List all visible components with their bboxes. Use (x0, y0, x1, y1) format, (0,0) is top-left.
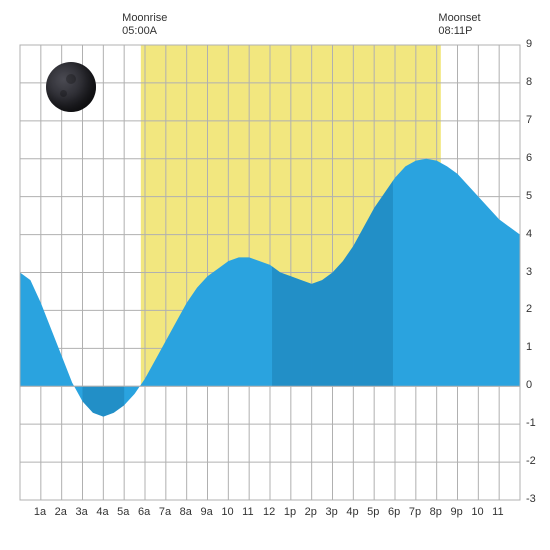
y-tick-label: 6 (526, 152, 532, 164)
x-tick-label: 10 (221, 506, 233, 518)
x-tick-label: 12 (263, 506, 275, 518)
y-tick-label: -1 (526, 417, 536, 429)
x-tick-label: 9a (201, 506, 213, 518)
y-tick-label: 2 (526, 303, 532, 315)
x-tick-label: 9p (451, 506, 463, 518)
x-tick-label: 1p (284, 506, 296, 518)
x-tick-label: 4p (346, 506, 358, 518)
x-tick-label: 8p (430, 506, 442, 518)
y-tick-label: -2 (526, 455, 536, 467)
y-tick-label: 7 (526, 114, 532, 126)
x-tick-label: 7p (409, 506, 421, 518)
x-tick-label: 11 (242, 506, 253, 518)
y-tick-label: 4 (526, 228, 532, 240)
x-tick-label: 7a (159, 506, 171, 518)
moonrise-label: Moonrise05:00A (122, 12, 167, 38)
moonrise-label-title: Moonrise (122, 12, 167, 25)
moon-icon (46, 62, 96, 112)
x-tick-label: 1a (34, 506, 46, 518)
x-tick-label: 2a (55, 506, 67, 518)
moonrise-label-time: 05:00A (122, 25, 167, 38)
y-tick-label: 3 (526, 266, 532, 278)
y-tick-label: -3 (526, 493, 536, 505)
x-tick-label: 5a (117, 506, 129, 518)
y-tick-label: 5 (526, 190, 532, 202)
x-tick-label: 10 (471, 506, 483, 518)
y-tick-label: 9 (526, 38, 532, 50)
moonset-label-time: 08:11P (438, 25, 480, 38)
x-tick-label: 3a (76, 506, 88, 518)
moonset-label: Moonset08:11P (438, 12, 480, 38)
x-tick-label: 4a (96, 506, 108, 518)
x-tick-label: 3p (326, 506, 338, 518)
x-tick-label: 8a (180, 506, 192, 518)
x-tick-label: 5p (367, 506, 379, 518)
x-tick-label: 6p (388, 506, 400, 518)
y-tick-label: 1 (526, 341, 532, 353)
x-tick-label: 11 (492, 506, 503, 518)
x-tick-label: 6a (138, 506, 150, 518)
y-tick-label: 0 (526, 379, 532, 391)
y-tick-label: 8 (526, 76, 532, 88)
moonset-label-title: Moonset (438, 12, 480, 25)
x-tick-label: 2p (305, 506, 317, 518)
